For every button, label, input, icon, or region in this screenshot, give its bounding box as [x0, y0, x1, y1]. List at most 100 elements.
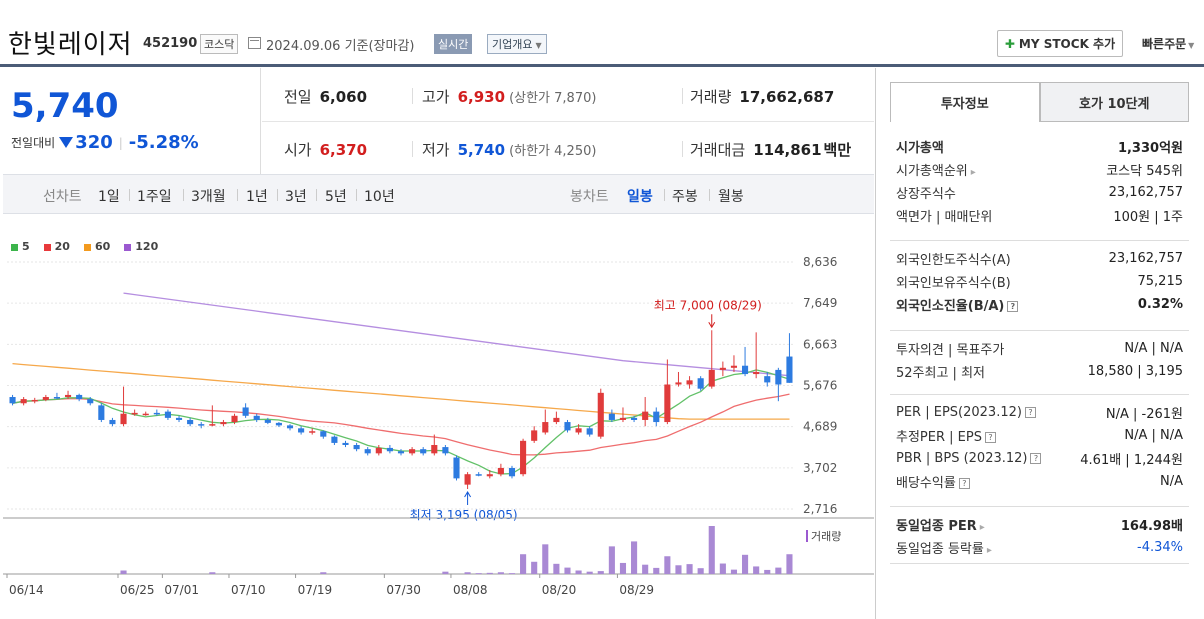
candle-body: [286, 425, 294, 429]
x-tick-label: 08/29: [619, 583, 654, 597]
candle-body: [209, 424, 216, 426]
candle-body: [486, 474, 493, 477]
info-row[interactable]: 추정PER | EPS? N/A | N/A: [890, 424, 1189, 447]
info-row[interactable]: 동일업종 등락률 ▸ -4.34%: [890, 536, 1189, 559]
price-change: 전일대비 320 | -5.28%: [11, 132, 199, 153]
info-value: 1,330억원: [1117, 141, 1183, 156]
open-price: 시가 6,370: [284, 141, 368, 159]
candle-body: [786, 356, 793, 383]
candle-body: [431, 444, 438, 454]
candle-body: [142, 413, 149, 416]
volume-bar: [542, 544, 549, 574]
candle-body: [664, 384, 671, 423]
legend-ma120: 120: [124, 240, 158, 253]
candle-body: [453, 457, 460, 479]
candle-chart-svg[interactable]: 8,636 7,649 6,663 5,676 4,689 3,702 2,716 최고 7,…: [3, 232, 874, 616]
period-1w[interactable]: 1주일: [137, 189, 172, 205]
candle-body: [175, 417, 183, 420]
candle-chart-label: 봉차트: [570, 189, 609, 205]
realtime-button[interactable]: 실시간: [434, 34, 473, 54]
info-row: 상장주식수 23,162,757: [890, 181, 1189, 204]
info-value: 코스닥 545위: [1106, 164, 1183, 179]
change-rate: -5.28%: [128, 132, 199, 153]
candle-body: [675, 382, 682, 385]
add-mystock-button[interactable]: ✚ MY STOCK 추가: [997, 30, 1123, 57]
volume-bar: [730, 569, 738, 574]
volume-bar: [553, 563, 560, 574]
candle-body: [475, 474, 482, 476]
info-key: PBR | BPS (2023.12)?: [896, 451, 1042, 466]
candle-monthly[interactable]: 월봉: [718, 189, 744, 205]
info-value: N/A | N/A: [1124, 341, 1183, 356]
quick-order-button[interactable]: 빠른주문 ▼: [1142, 35, 1194, 52]
candle-body: [631, 417, 638, 420]
volume-bar: [653, 567, 660, 574]
help-icon[interactable]: ?: [1030, 453, 1042, 464]
volume-bar: [320, 572, 327, 574]
period-1d[interactable]: 1일: [98, 189, 120, 205]
info-value: 23,162,757: [1108, 251, 1183, 266]
candle-body: [331, 436, 338, 443]
x-tick-label: 06/14: [9, 583, 44, 597]
volume-bar: [675, 565, 682, 574]
help-icon[interactable]: ?: [1007, 301, 1019, 312]
info-key: 외국인보유주식수(B): [896, 276, 1011, 291]
candle-body: [275, 422, 282, 426]
candle-body: [64, 394, 72, 398]
info-key: 외국인한도주식수(A): [896, 253, 1011, 268]
candle-body: [619, 417, 627, 420]
period-3y[interactable]: 3년: [285, 189, 307, 205]
current-price: 5,740: [11, 86, 119, 126]
tab-invest-info[interactable]: 투자정보: [890, 82, 1040, 122]
candle-body: [342, 442, 349, 445]
candle-body: [742, 365, 749, 375]
info-row: 투자의견 | 목표주가 N/A | N/A: [890, 337, 1189, 360]
x-tick-label: 07/30: [386, 583, 421, 597]
help-icon[interactable]: ?: [984, 432, 996, 443]
legend-ma60: 60: [83, 240, 110, 253]
volume-bar: [120, 570, 127, 574]
candle-body: [420, 449, 427, 454]
chevron-right-icon: ▸: [986, 545, 992, 556]
period-5y[interactable]: 5년: [325, 189, 347, 205]
info-row[interactable]: 외국인소진율(B/A)? 0.32%: [890, 293, 1189, 316]
info-key: 동일업종 PER ▸: [896, 519, 985, 534]
candle-body: [153, 412, 160, 415]
info-row[interactable]: 배당수익률? N/A: [890, 470, 1189, 493]
volume-bar: [497, 572, 504, 574]
volume-bar: [786, 554, 793, 574]
info-value: -4.34%: [1137, 540, 1183, 555]
volume-bar: [742, 554, 749, 574]
volume-bar: [597, 571, 604, 574]
candle-body: [753, 371, 760, 375]
info-key: 시가총액: [896, 141, 944, 156]
period-1y[interactable]: 1년: [246, 189, 268, 205]
candle-body: [187, 419, 194, 425]
candle-daily[interactable]: 일봉: [627, 189, 653, 205]
candle-body: [31, 399, 38, 402]
candle-body: [764, 376, 771, 383]
candle-body: [386, 447, 393, 452]
chevron-right-icon: ▸: [970, 167, 976, 178]
info-section-industry: 동일업종 PER ▸ 164.98배 동일업종 등락률 ▸ -4.34%: [890, 506, 1189, 564]
info-row[interactable]: PER | EPS(2023.12)? N/A | -261원: [890, 401, 1189, 424]
base-date: 2024.09.06 기준(장마감): [266, 39, 415, 54]
candle-body: [409, 449, 416, 454]
help-icon[interactable]: ?: [1024, 407, 1036, 418]
info-row[interactable]: PBR | BPS (2023.12)? 4.61배 | 1,244원: [890, 447, 1189, 470]
high-price: 고가 6,930 (상한가 7,870): [422, 88, 597, 106]
candle-weekly[interactable]: 주봉: [672, 189, 698, 205]
candle-body: [708, 369, 715, 387]
period-10y[interactable]: 10년: [364, 189, 395, 205]
info-value: 23,162,757: [1108, 185, 1183, 200]
info-row[interactable]: 동일업종 PER ▸ 164.98배: [890, 513, 1189, 536]
tab-quote-10[interactable]: 호가 10단계: [1039, 82, 1189, 122]
info-section-market-cap: 시가총액 1,330억원 시가총액순위 ▸ 코스닥 545위 상장주식수 23,162,75…: [890, 135, 1189, 227]
corp-info-dropdown[interactable]: 기업개요 ▼: [487, 34, 547, 54]
period-3m[interactable]: 3개월: [191, 189, 226, 205]
y-tick-label: 5,676: [803, 379, 837, 393]
candle-body: [697, 378, 704, 389]
info-row[interactable]: 시가총액순위 ▸ 코스닥 545위: [890, 158, 1189, 181]
help-icon[interactable]: ?: [958, 478, 970, 489]
volume-bar: [531, 561, 538, 574]
